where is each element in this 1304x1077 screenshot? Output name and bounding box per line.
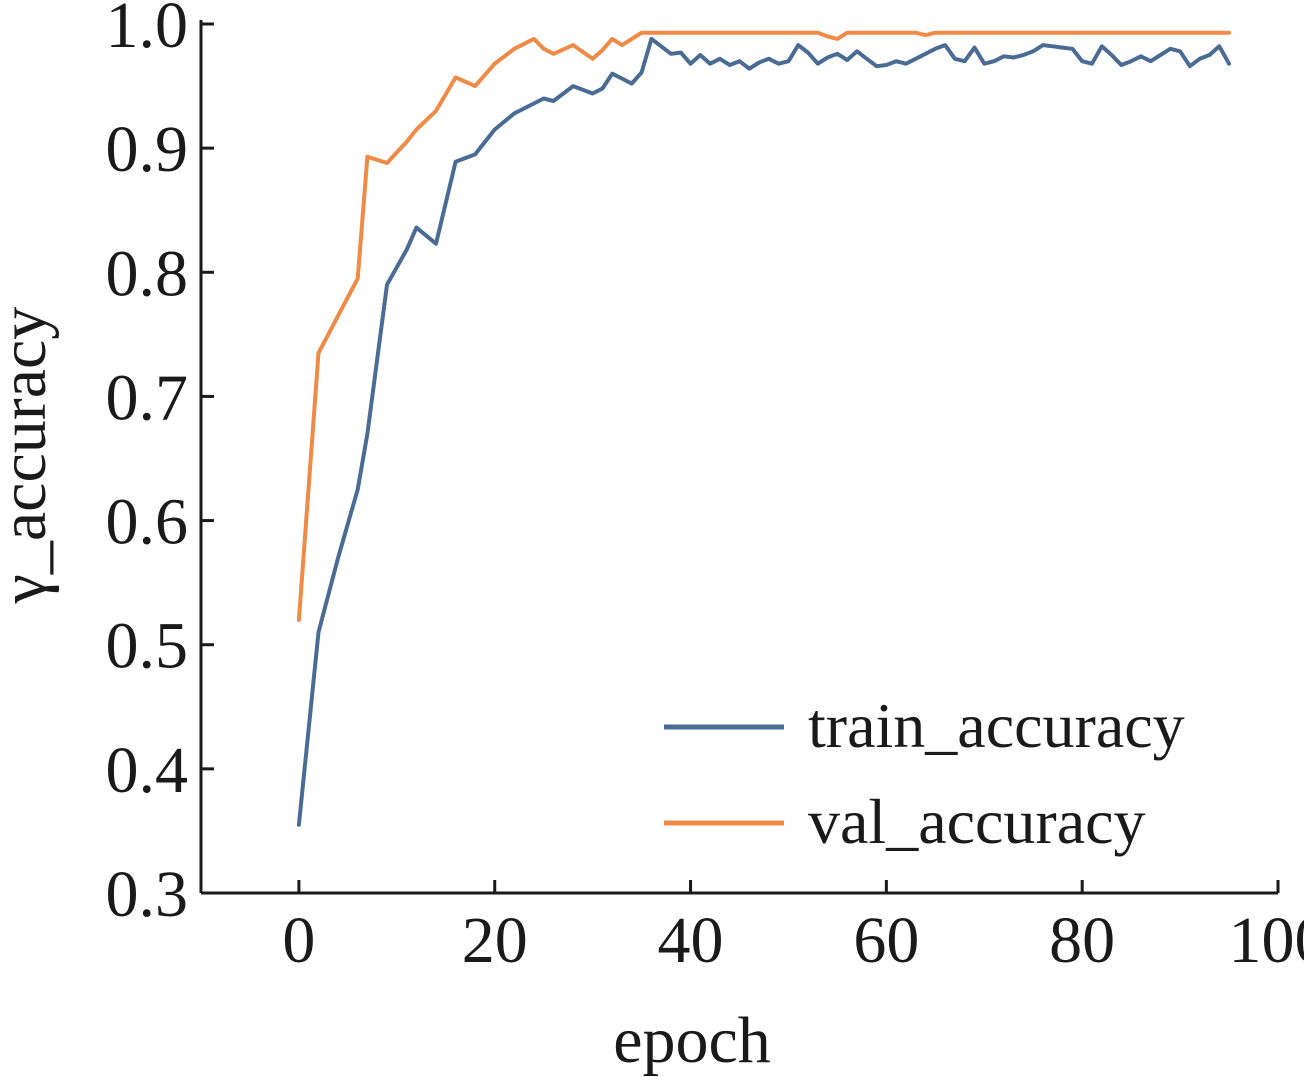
y-axis-label: γ_accuracy (0, 307, 60, 605)
legend-label: val_accuracy (808, 786, 1146, 857)
x-tick-label: 60 (853, 904, 919, 977)
y-tick-label: 0.7 (106, 361, 189, 434)
ticks: 0 20 40 60 80 100 0.3 0.4 0.5 0.6 0.7 0.8 0.9 1.0 (106, 0, 1304, 977)
axes (199, 20, 1278, 895)
y-tick-label: 0.5 (106, 610, 189, 683)
legend: train_accuracy val_accuracy (664, 690, 1185, 857)
plot-area (296, 30, 1231, 827)
legend-label: train_accuracy (808, 690, 1185, 761)
x-tick-label: 80 (1049, 904, 1115, 977)
y-tick-label: 1.0 (106, 0, 189, 62)
series-line-val-accuracy (296, 30, 1231, 622)
y-tick-label: 0.4 (106, 734, 189, 807)
y-tick-label: 0.3 (106, 858, 189, 931)
x-tick-label: 100 (1229, 904, 1304, 977)
x-tick-label: 40 (658, 904, 724, 977)
series-line-train-accuracy (296, 36, 1231, 827)
x-tick-label: 0 (282, 904, 315, 977)
y-tick-label: 0.9 (106, 113, 189, 186)
y-tick-label: 0.6 (106, 486, 189, 559)
x-tick-label: 20 (462, 904, 528, 977)
x-axis-label: epoch (613, 1004, 771, 1077)
y-tick-label: 0.8 (106, 237, 189, 310)
